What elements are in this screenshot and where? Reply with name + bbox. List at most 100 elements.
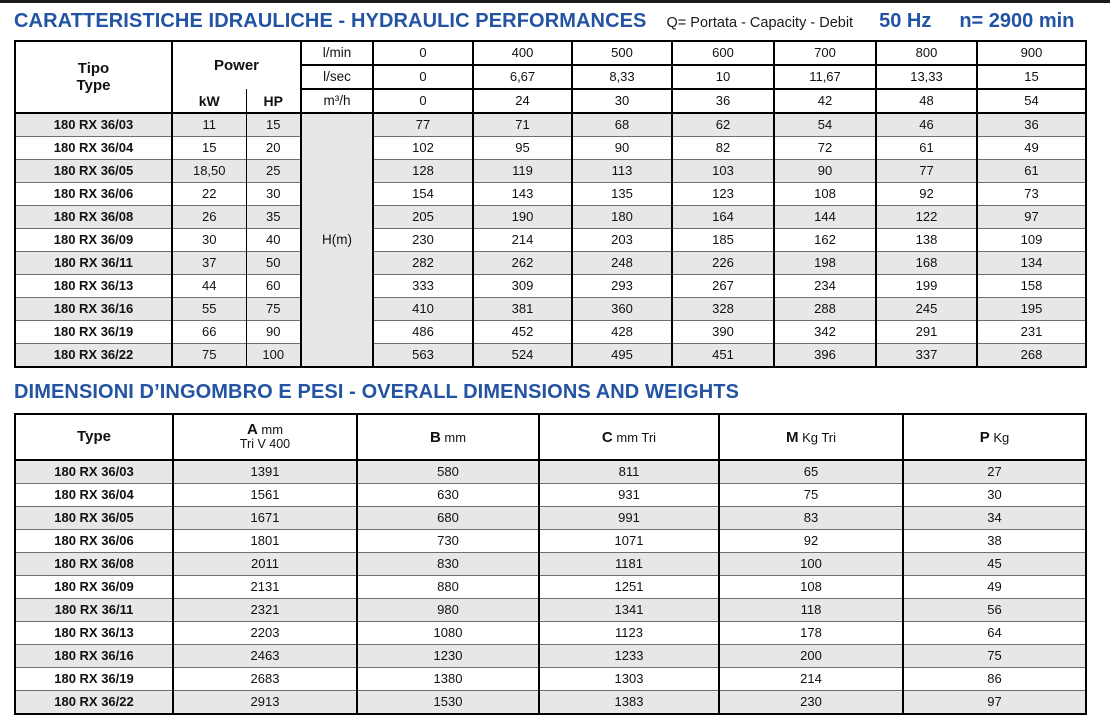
pump-type-cell: 180 RX 36/09 [15, 228, 172, 252]
head-value-cell: 428 [571, 320, 672, 344]
dimension-value-cell: 811 [538, 459, 719, 484]
dimension-value-cell: 1071 [538, 529, 719, 553]
head-value-cell: 144 [773, 205, 876, 229]
dimension-value-cell: 2463 [172, 644, 357, 668]
head-value-cell: 102 [372, 136, 473, 160]
hp-cell: 15 [245, 112, 301, 137]
hydraulic-header-row: Tipo Type Power l/min 0 400 500 600 700 800 900 [15, 41, 1086, 94]
flow-value-cell: 0 [372, 64, 473, 89]
type-column-header: Tipo Type [15, 41, 172, 113]
head-value-cell: 198 [773, 251, 876, 275]
dimension-value-cell: 34 [902, 506, 1086, 530]
hp-cell: 90 [245, 320, 301, 344]
dimension-header-main: P Kg [979, 428, 1010, 446]
flow-unit-label: l/min [300, 41, 373, 65]
dimension-column-header: A mm Tri V 400 [172, 414, 357, 460]
dimension-value-cell: 1123 [538, 621, 719, 645]
kw-cell: 30 [171, 228, 246, 252]
head-value-cell: 82 [671, 136, 774, 160]
dimension-value-cell: 1341 [538, 598, 719, 622]
pump-row: 180 RX 36/05 18,50 25 128 119 113 103 90 77 61 [15, 159, 1086, 183]
head-value-cell: 381 [472, 297, 572, 321]
head-value-cell: 230 [372, 228, 473, 252]
flow-value-cell: 15 [976, 64, 1086, 89]
kw-cell: 37 [171, 251, 246, 275]
head-value-cell: 72 [773, 136, 876, 160]
pump-type-cell: 180 RX 36/11 [15, 251, 172, 275]
power-column-header: Power [171, 41, 301, 89]
pump-row: 180 RX 36/03 11 15 H(m) 77 71 68 62 54 46 36 [15, 112, 1086, 367]
head-value-cell: 62 [671, 112, 774, 137]
pump-type-cell: 180 RX 36/04 [15, 136, 172, 160]
head-value-cell: 231 [976, 320, 1086, 344]
dimension-row: 180 RX 36/19 2683 1380 1303 214 86 [15, 667, 1086, 691]
hp-cell: 25 [245, 159, 301, 183]
pump-type-cell: 180 RX 36/05 [15, 506, 173, 530]
pump-row: 180 RX 36/19 66 90 486 452 428 390 342 291 231 [15, 320, 1086, 344]
dimension-value-cell: 214 [718, 667, 903, 691]
head-value-cell: 214 [472, 228, 572, 252]
page-top-rule [0, 0, 1110, 3]
pump-type-cell: 180 RX 36/09 [15, 575, 173, 599]
flow-value-cell: 42 [773, 88, 876, 113]
dimension-header-main: C mm Tri [601, 428, 657, 446]
dimension-value-cell: 92 [718, 529, 903, 553]
hp-cell: 35 [245, 205, 301, 229]
dimension-value-cell: 178 [718, 621, 903, 645]
dimension-value-cell: 2683 [172, 667, 357, 691]
flow-value-cell: 0 [372, 41, 473, 65]
dimension-value-cell: 931 [538, 483, 719, 507]
head-value-cell: 205 [372, 205, 473, 229]
head-value-cell: 36 [976, 112, 1086, 137]
dimension-row: 180 RX 36/13 2203 1080 1123 178 64 [15, 621, 1086, 645]
pump-type-cell: 180 RX 36/11 [15, 598, 173, 622]
dimension-value-cell: 2203 [172, 621, 357, 645]
dimension-value-cell: 2131 [172, 575, 357, 599]
head-value-cell: 309 [472, 274, 572, 298]
hydraulic-header-row: kW HP m³/h 0 24 30 36 42 48 54 [15, 88, 1086, 113]
dimension-row: 180 RX 36/03 1391 580 811 65 27 [15, 459, 1086, 484]
hp-cell: 20 [245, 136, 301, 160]
head-value-cell: 54 [773, 112, 876, 137]
pump-type-cell: 180 RX 36/13 [15, 621, 173, 645]
head-value-cell: 185 [671, 228, 774, 252]
dimension-value-cell: 45 [902, 552, 1086, 576]
dimension-value-cell: 730 [356, 529, 539, 553]
head-value-cell: 73 [976, 182, 1086, 206]
dimension-row: 180 RX 36/05 1671 680 991 83 34 [15, 506, 1086, 530]
head-value-cell: 77 [875, 159, 977, 183]
head-value-cell: 138 [875, 228, 977, 252]
pump-type-cell: 180 RX 36/19 [15, 320, 172, 344]
pump-type-cell: 180 RX 36/08 [15, 205, 172, 229]
dimension-value-cell: 1181 [538, 552, 719, 576]
dimension-value-cell: 1383 [538, 690, 719, 714]
head-value-cell: 168 [875, 251, 977, 275]
pump-row: 180 RX 36/06 22 30 154 143 135 123 108 92 73 [15, 182, 1086, 206]
head-value-cell: 162 [773, 228, 876, 252]
hp-header: HP [245, 89, 301, 113]
pump-type-cell: 180 RX 36/03 [15, 459, 173, 484]
pump-row: 180 RX 36/09 30 40 230 214 203 185 162 138 109 [15, 228, 1086, 252]
pump-type-cell: 180 RX 36/05 [15, 159, 172, 183]
head-value-cell: 282 [372, 251, 473, 275]
dimension-value-cell: 118 [718, 598, 903, 622]
head-value-cell: 108 [773, 182, 876, 206]
pump-row: 180 RX 36/08 26 35 205 190 180 164 144 122 97 [15, 205, 1086, 229]
head-value-cell: 288 [773, 297, 876, 321]
head-value-cell: 103 [671, 159, 774, 183]
dimension-value-cell: 49 [902, 575, 1086, 599]
head-value-cell: 97 [976, 205, 1086, 229]
dimension-row: 180 RX 36/16 2463 1230 1233 200 75 [15, 644, 1086, 668]
dimension-value-cell: 100 [718, 552, 903, 576]
flow-value-cell: 900 [976, 41, 1086, 65]
hp-cell: 40 [245, 228, 301, 252]
head-value-cell: 524 [472, 343, 572, 367]
dimension-column-header: C mm Tri [538, 414, 719, 460]
dimension-value-cell: 991 [538, 506, 719, 530]
head-value-cell: 119 [472, 159, 572, 183]
kw-header: kW [171, 89, 246, 113]
flow-value-cell: 800 [875, 41, 977, 65]
dimension-value-cell: 30 [902, 483, 1086, 507]
head-value-cell: 143 [472, 182, 572, 206]
head-value-cell: 154 [372, 182, 473, 206]
